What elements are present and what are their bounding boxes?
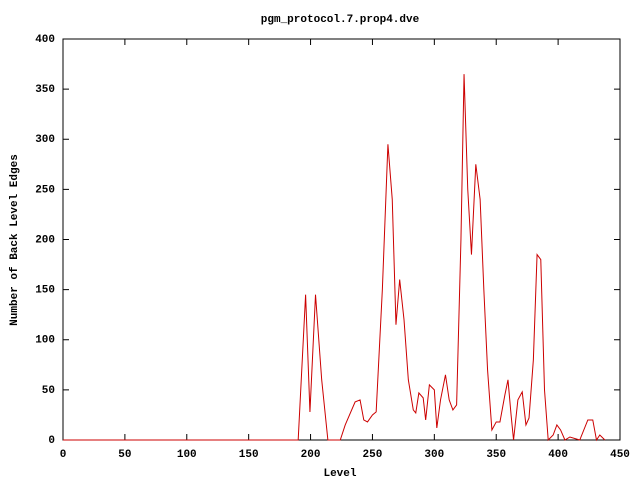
y-tick-label: 150: [35, 285, 55, 297]
plot-frame: [62, 38, 621, 441]
x-tick-label: 250: [363, 449, 383, 461]
x-tick-label: 450: [610, 449, 630, 461]
x-tick-label: 150: [239, 449, 259, 461]
y-axis-label: Number of Back Level Edges: [9, 154, 21, 326]
y-tick-label: 0: [48, 435, 55, 447]
y-tick-label: 300: [35, 134, 55, 146]
data-line: [63, 74, 606, 442]
x-tick-label: 100: [177, 449, 197, 461]
x-axis-label: Level: [323, 468, 356, 480]
x-tick-label: 0: [60, 449, 67, 461]
y-tick-label: 400: [35, 34, 55, 46]
x-tick-label: 50: [118, 449, 131, 461]
chart-title: pgm_protocol.7.prop4.dve: [261, 14, 420, 26]
x-tick-label: 350: [486, 449, 506, 461]
y-tick-label: 250: [35, 184, 55, 196]
x-tick-label: 200: [301, 449, 321, 461]
x-tick-label: 300: [424, 449, 444, 461]
x-tick-label: 400: [548, 449, 568, 461]
y-tick-label: 200: [35, 234, 55, 246]
y-tick-label: 350: [35, 84, 55, 96]
y-tick-label: 50: [42, 385, 55, 397]
y-tick-label: 100: [35, 335, 55, 347]
